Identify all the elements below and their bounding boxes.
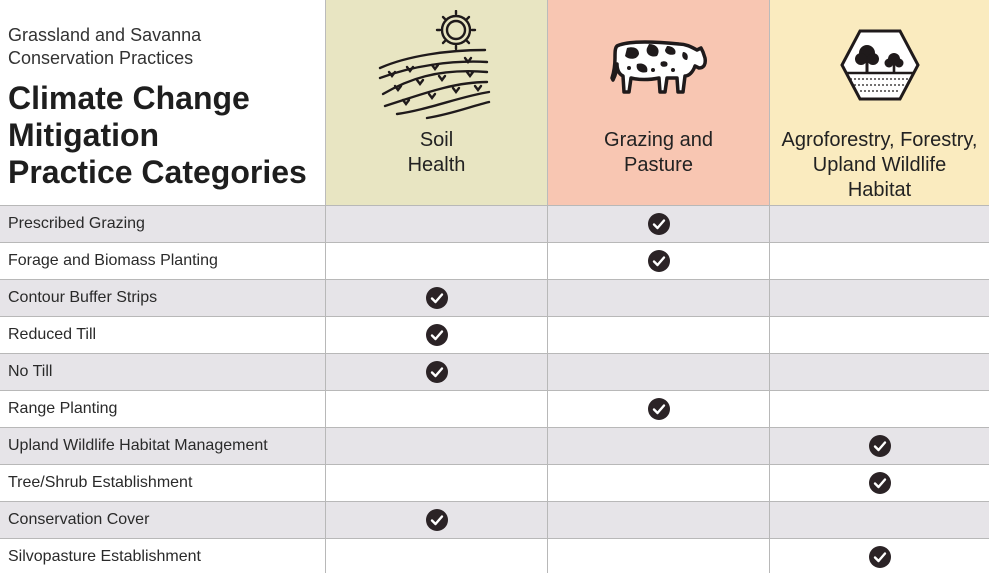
practice-cell <box>770 502 989 538</box>
table-row: Reduced Till <box>0 316 989 353</box>
practice-cell <box>548 354 770 390</box>
practice-cell <box>548 502 770 538</box>
practice-cell <box>326 502 548 538</box>
title-line-2: Mitigation <box>8 117 160 153</box>
practice-cell <box>326 206 548 242</box>
practice-name: Range Planting <box>0 391 326 427</box>
table-row: Contour Buffer Strips <box>0 279 989 316</box>
practice-cell <box>548 428 770 464</box>
practice-name: Upland Wildlife Habitat Management <box>0 428 326 464</box>
table-header: Grassland and Savanna Conservation Pract… <box>0 0 989 205</box>
practice-cell <box>548 206 770 242</box>
check-icon <box>868 546 891 568</box>
practice-name: Conservation Cover <box>0 502 326 538</box>
practice-cell <box>326 465 548 501</box>
page-title: Climate Change Mitigation Practice Categ… <box>8 80 325 191</box>
practice-cell <box>548 539 770 573</box>
practice-cell <box>326 428 548 464</box>
column-label-agroforestry: Agroforestry, Forestry, Upland Wildlife … <box>781 129 978 201</box>
title-line-1: Climate Change <box>8 80 250 116</box>
practice-name: Prescribed Grazing <box>0 206 326 242</box>
practice-cell <box>770 317 989 353</box>
check-icon <box>647 213 670 235</box>
column-header-grazing-pasture: Grazing and Pasture <box>548 0 770 205</box>
practice-cell <box>770 354 989 390</box>
practice-cell <box>326 243 548 279</box>
practice-cell <box>770 280 989 316</box>
table-row: Forage and Biomass Planting <box>0 242 989 279</box>
practice-cell <box>770 465 989 501</box>
practice-cell <box>770 539 989 573</box>
subtitle: Grassland and Savanna Conservation Pract… <box>8 24 325 70</box>
practice-name: Forage and Biomass Planting <box>0 243 326 279</box>
column-label-soil-health: Soil Health <box>407 129 466 176</box>
column-header-agroforestry: Agroforestry, Forestry, Upland Wildlife … <box>770 0 989 205</box>
subtitle-line-2: Conservation Practices <box>8 48 194 68</box>
practice-cell <box>770 428 989 464</box>
practice-table: Prescribed Grazing Forage and Biomass Pla… <box>0 205 989 573</box>
practice-cell <box>326 391 548 427</box>
table-row: No Till <box>0 353 989 390</box>
practice-cell <box>326 280 548 316</box>
table-row: Tree/Shrub Establishment <box>0 464 989 501</box>
practice-name: Contour Buffer Strips <box>0 280 326 316</box>
practice-cell <box>770 243 989 279</box>
check-icon <box>868 435 891 457</box>
practice-cell <box>326 317 548 353</box>
column-label-grazing-pasture: Grazing and Pasture <box>604 129 713 176</box>
table-row: Prescribed Grazing <box>0 205 989 242</box>
practice-cell <box>770 391 989 427</box>
cow-icon <box>548 10 769 120</box>
practice-name: Tree/Shrub Establishment <box>0 465 326 501</box>
check-icon <box>868 472 891 494</box>
check-icon <box>425 509 448 531</box>
table-row: Silvopasture Establishment <box>0 538 989 573</box>
practice-cell <box>548 280 770 316</box>
table-row: Range Planting <box>0 390 989 427</box>
practice-name: Silvopasture Establishment <box>0 539 326 573</box>
practice-name: Reduced Till <box>0 317 326 353</box>
practice-name: No Till <box>0 354 326 390</box>
check-icon <box>425 324 448 346</box>
field-sun-icon <box>326 10 547 120</box>
check-icon <box>647 250 670 272</box>
check-icon <box>425 287 448 309</box>
practice-cell <box>548 465 770 501</box>
practice-cell <box>548 317 770 353</box>
practice-cell <box>326 354 548 390</box>
title-block: Grassland and Savanna Conservation Pract… <box>0 0 326 205</box>
check-icon <box>425 361 448 383</box>
subtitle-line-1: Grassland and Savanna <box>8 25 202 45</box>
practice-cell <box>770 206 989 242</box>
column-header-soil-health: Soil Health <box>326 0 548 205</box>
trees-hexagon-icon <box>770 10 989 120</box>
table-row: Conservation Cover <box>0 501 989 538</box>
practice-cell <box>548 391 770 427</box>
title-line-3: Practice Categories <box>8 154 307 190</box>
table-row: Upland Wildlife Habitat Management <box>0 427 989 464</box>
practice-cell <box>326 539 548 573</box>
check-icon <box>647 398 670 420</box>
practice-cell <box>548 243 770 279</box>
